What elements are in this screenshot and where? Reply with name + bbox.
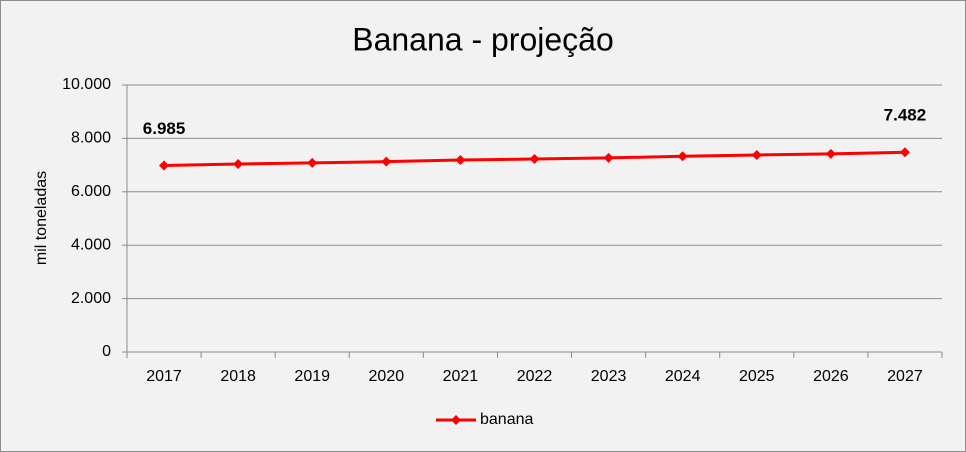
point bbox=[455, 155, 466, 166]
y-tick-label: 6.000 bbox=[71, 183, 111, 200]
point bbox=[825, 148, 836, 159]
point bbox=[751, 149, 762, 160]
point bbox=[603, 152, 614, 163]
point bbox=[899, 147, 910, 158]
y-tick-label: 0 bbox=[102, 343, 111, 360]
x-tick-label: 2020 bbox=[369, 368, 405, 385]
y-tick-label: 4.000 bbox=[71, 236, 111, 253]
data-label: 7.482 bbox=[884, 106, 927, 125]
y-tick-label: 8.000 bbox=[71, 130, 111, 147]
point bbox=[381, 156, 392, 167]
x-tick-label: 2019 bbox=[294, 368, 330, 385]
x-tick-label: 2023 bbox=[591, 368, 627, 385]
x-tick-label: 2025 bbox=[739, 368, 775, 385]
x-tick-label: 2024 bbox=[665, 368, 701, 385]
y-axis-label: mil toneladas bbox=[33, 171, 50, 265]
x-tick-label: 2021 bbox=[443, 368, 479, 385]
chart-title: Banana - projeção bbox=[352, 21, 614, 57]
point bbox=[677, 151, 688, 162]
data-label: 6.985 bbox=[143, 119, 186, 138]
x-tick-label: 2027 bbox=[887, 368, 923, 385]
point bbox=[529, 153, 540, 164]
point bbox=[233, 159, 244, 170]
x-tick-label: 2018 bbox=[220, 368, 256, 385]
point bbox=[159, 160, 170, 171]
x-tick-label: 2022 bbox=[517, 368, 553, 385]
x-tick-label: 2017 bbox=[146, 368, 182, 385]
y-tick-label: 10.000 bbox=[62, 76, 111, 93]
legend-label: banana bbox=[480, 411, 533, 428]
point bbox=[307, 157, 318, 168]
x-tick-label: 2026 bbox=[813, 368, 849, 385]
legend-marker bbox=[451, 415, 461, 425]
y-tick-label: 2.000 bbox=[71, 290, 111, 307]
